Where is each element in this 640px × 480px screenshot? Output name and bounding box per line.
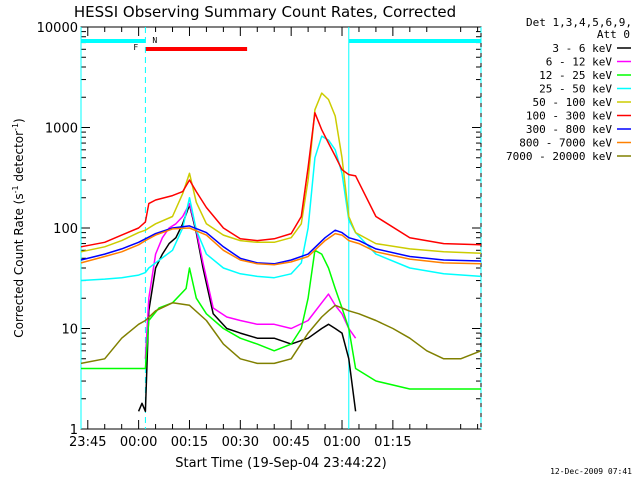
- y-tick-label: 10: [61, 323, 78, 338]
- y-tick-label: 100: [53, 222, 78, 237]
- series-line-3: [80, 135, 482, 282]
- y-axis: 1 10 100 1000 10000: [37, 21, 481, 438]
- flare-label: F: [133, 43, 138, 52]
- y-axis-label-sup1: -1: [11, 185, 20, 193]
- footer-date: 12-Dec-2009 07:41: [550, 467, 632, 476]
- legend-label-8: 7000 - 20000 keV: [506, 150, 612, 163]
- series-line-5: [80, 112, 482, 248]
- x-tick-label: 00:30: [222, 435, 259, 450]
- x-tick-label: 01:00: [323, 435, 360, 450]
- series-group: [80, 92, 482, 413]
- y-axis-label-end: ): [12, 118, 26, 123]
- legend-header-line2: Att 0: [597, 28, 630, 41]
- x-tick-label: 00:45: [272, 435, 309, 450]
- chart-title: HESSI Observing Summary Count Rates, Cor…: [74, 3, 456, 21]
- y-tick-label: 1000: [45, 122, 78, 137]
- y-tick-label: 10000: [37, 21, 78, 36]
- y-tick-label: 1: [70, 423, 78, 438]
- series-line-6: [80, 225, 482, 265]
- legend-label-1: 6 - 12 keV: [546, 56, 613, 69]
- x-tick-label: 23:45: [69, 435, 106, 450]
- x-tick-label: 00:15: [171, 435, 208, 450]
- legend-label-2: 12 - 25 keV: [539, 69, 612, 82]
- legend-label-0: 3 - 6 keV: [552, 42, 612, 55]
- y-axis-label-main: Corrected Count Rate (s: [12, 193, 26, 337]
- y-axis-label: Corrected Count Rate (s-1 detector-1): [11, 118, 26, 337]
- legend-label-4: 50 - 100 keV: [533, 96, 613, 109]
- y-axis-label-sup2: -1: [11, 123, 20, 131]
- night-label: N: [152, 36, 157, 45]
- x-axis-label: Start Time (19-Sep-04 23:44:22): [175, 456, 386, 471]
- legend-label-6: 300 - 800 keV: [526, 123, 612, 136]
- legend-label-3: 25 - 50 keV: [539, 83, 612, 96]
- x-tick-label: 00:00: [120, 435, 157, 450]
- series-line-4: [80, 92, 482, 255]
- series-line-7: [80, 227, 482, 266]
- legend-label-5: 100 - 300 keV: [526, 110, 612, 123]
- legend-header-line1: Det 1,3,4,5,6,9,: [526, 16, 632, 29]
- x-tick-label: 01:15: [374, 435, 411, 450]
- series-line-0: [137, 204, 357, 413]
- series-line-2: [81, 249, 481, 390]
- series-line-8: [80, 302, 482, 365]
- y-axis-label-mid: detector: [12, 131, 26, 186]
- legend-label-7: 800 - 7000 keV: [519, 137, 612, 150]
- x-axis: 23:45 00:00 00:15 00:30 00:45 01:00 01:15: [69, 27, 479, 450]
